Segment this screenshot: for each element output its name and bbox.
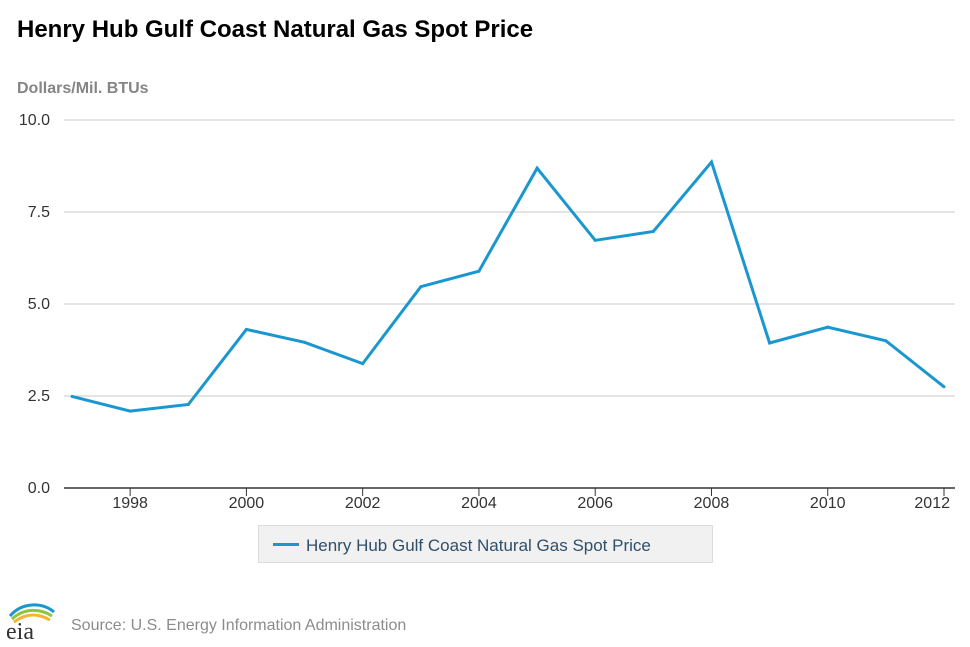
data-point[interactable] <box>535 166 539 170</box>
y-tick-label: 0.0 <box>28 480 50 497</box>
x-tick-label: 2000 <box>229 495 265 512</box>
x-tick-label: 2002 <box>345 495 381 512</box>
eia-logo: eia <box>6 603 55 642</box>
data-point[interactable] <box>884 339 888 343</box>
x-tick-label: 2006 <box>577 495 613 512</box>
data-point[interactable] <box>128 409 132 413</box>
data-point[interactable] <box>303 340 307 344</box>
y-tick-label: 10.0 <box>19 112 50 129</box>
data-point[interactable] <box>768 341 772 345</box>
svg-text:eia: eia <box>6 619 34 642</box>
source-note: Source: U.S. Energy Information Administ… <box>71 617 407 634</box>
chart-title: Henry Hub Gulf Coast Natural Gas Spot Pr… <box>17 16 534 43</box>
data-point[interactable] <box>419 285 423 289</box>
x-tick-label: 2012 <box>914 495 950 512</box>
gridlines <box>64 119 955 489</box>
y-tick-label: 7.5 <box>28 204 50 221</box>
data-point[interactable] <box>593 238 597 242</box>
y-tick-label: 2.5 <box>28 388 50 405</box>
data-point[interactable] <box>361 362 365 366</box>
y-axis-ticks: 0.0 2.5 5.0 7.5 10.0 <box>19 112 50 497</box>
series-layer <box>70 158 946 413</box>
data-point[interactable] <box>942 385 946 389</box>
x-tick-label: 2010 <box>810 495 846 512</box>
data-point[interactable] <box>244 327 248 331</box>
legend-label: Henry Hub Gulf Coast Natural Gas Spot Pr… <box>306 536 651 555</box>
data-point[interactable] <box>651 230 655 234</box>
x-tick-label: 2004 <box>461 495 497 512</box>
x-axis-ticks: 1998 2000 2002 2004 2006 2008 2010 2012 <box>112 488 950 512</box>
legend-swatch <box>273 543 299 546</box>
legend[interactable]: Henry Hub Gulf Coast Natural Gas Spot Pr… <box>258 525 713 563</box>
data-point[interactable] <box>826 325 830 329</box>
data-point[interactable] <box>709 160 713 164</box>
x-tick-label: 2008 <box>694 495 730 512</box>
series-line[interactable] <box>71 158 945 413</box>
data-point[interactable] <box>477 269 481 273</box>
data-point[interactable] <box>70 394 74 398</box>
y-axis-unit-label: Dollars/Mil. BTUs <box>17 80 149 97</box>
y-tick-label: 5.0 <box>28 296 50 313</box>
x-tick-label: 1998 <box>112 495 148 512</box>
data-point[interactable] <box>186 402 190 406</box>
